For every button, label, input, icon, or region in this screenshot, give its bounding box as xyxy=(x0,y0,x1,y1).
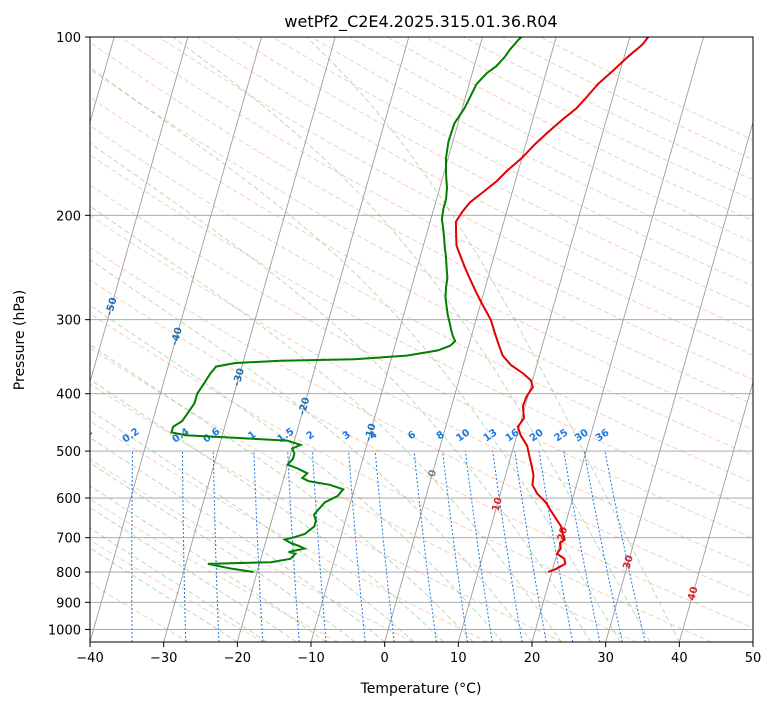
moist-adiabat-line xyxy=(90,66,621,642)
dry-adiabat-line xyxy=(90,184,753,539)
moist-adiabat-line xyxy=(90,437,386,642)
isotherm-label: -70 xyxy=(0,192,2,212)
moist-adiabat-line xyxy=(90,205,562,642)
x-tick-label: 40 xyxy=(671,651,688,666)
y-tick-label: 200 xyxy=(56,209,81,224)
isotherm-line xyxy=(163,37,336,642)
moist-adiabat-line xyxy=(172,37,651,642)
isotherm-line xyxy=(605,120,753,642)
moist-adiabat-line xyxy=(90,409,415,642)
x-tick-label: −10 xyxy=(297,651,324,666)
x-tick-label: 0 xyxy=(381,651,389,666)
y-tick-label: 600 xyxy=(56,492,81,507)
moist-adiabat-line xyxy=(90,506,297,642)
mixing-ratio-label: 0.1 xyxy=(74,426,95,445)
isotherm-label: 30 xyxy=(622,554,636,570)
isotherm-line xyxy=(90,37,189,384)
y-tick-label: 900 xyxy=(56,596,81,611)
y-tick-label: 100 xyxy=(56,31,81,46)
moist-adiabat-line xyxy=(90,304,503,642)
dry-adiabat-line xyxy=(90,420,488,642)
dry-adiabat-line xyxy=(90,41,753,405)
isotherm-label: -50 xyxy=(104,296,120,316)
moist-adiabat-line xyxy=(90,142,592,642)
x-tick-label: 30 xyxy=(597,651,614,666)
y-tick-label: 500 xyxy=(56,445,81,460)
isotherm-label: -60 xyxy=(43,252,59,272)
x-tick-label: −20 xyxy=(224,651,251,666)
mixing-ratio-line xyxy=(442,451,468,642)
isotherm-line xyxy=(90,37,262,642)
x-tick-label: −40 xyxy=(76,651,103,666)
dry-adiabat-line xyxy=(90,279,753,629)
dry-adiabat-line xyxy=(90,347,638,642)
isotherm-line xyxy=(457,37,631,642)
dewpoint-line xyxy=(170,37,523,573)
isotherm-label: 0 xyxy=(427,469,439,479)
plot-background xyxy=(90,37,753,642)
y-tick-label: 800 xyxy=(56,566,81,581)
temperature-line xyxy=(454,37,649,573)
moist-adiabat-line xyxy=(90,344,474,642)
mixing-ratio-line xyxy=(82,451,86,642)
isotherm-line xyxy=(752,640,753,642)
y-tick-label: 400 xyxy=(56,388,81,403)
mixing-ratio-line xyxy=(374,451,395,642)
background-lines xyxy=(82,37,753,642)
x-tick-label: 50 xyxy=(745,651,762,666)
isotherm-line xyxy=(236,37,410,642)
dry-adiabat-line xyxy=(120,37,753,381)
y-tick-label: 300 xyxy=(56,314,81,329)
x-tick-label: 20 xyxy=(524,651,541,666)
mixing-ratio-line xyxy=(563,451,601,642)
mixing-ratio-line xyxy=(514,451,547,642)
isotherm-line xyxy=(531,37,704,642)
dry-adiabat-line xyxy=(90,582,190,642)
dry-adiabat-line xyxy=(90,498,339,642)
isotherm-line xyxy=(310,37,483,642)
mixing-ratio-line xyxy=(604,451,646,642)
y-tick-label: 1000 xyxy=(48,623,81,638)
mixing-ratio-line xyxy=(413,451,437,642)
dry-adiabat-line xyxy=(90,154,753,511)
moist-adiabat-line xyxy=(90,462,356,642)
dry-adiabat-line xyxy=(90,312,712,642)
x-axis-title: Temperature (°C) xyxy=(360,681,482,697)
isotherm-label: -20 xyxy=(297,396,313,416)
moist-adiabat-line xyxy=(90,485,326,642)
mixing-ratio-line xyxy=(312,451,327,642)
plot-frame xyxy=(89,36,754,643)
profile-lines xyxy=(170,37,649,573)
isotherm-label: 10 xyxy=(491,496,505,512)
isotherm-label: -10 xyxy=(363,422,379,442)
chart-title: wetPf2_C2E4.2025.315.01.36.R04 xyxy=(284,12,557,32)
mixing-ratio-line xyxy=(464,451,493,642)
isotherm-line xyxy=(678,380,753,642)
y-tick-label: 700 xyxy=(56,532,81,547)
y-axis-title: Pressure (hPa) xyxy=(12,290,28,390)
isotherm-label: 40 xyxy=(686,585,700,601)
mixing-ratio-line xyxy=(348,451,366,642)
mixing-ratio-line xyxy=(583,451,623,642)
dry-adiabat-line xyxy=(90,383,563,642)
y-axis: 100 200 300 400 500 600 700 800 900 1000 xyxy=(48,31,90,638)
x-axis: −40 −30 −20 −10 0 10 20 30 40 50 xyxy=(76,642,761,666)
dry-adiabat-line xyxy=(90,68,753,431)
x-tick-label: −30 xyxy=(150,651,177,666)
dry-adiabat-line xyxy=(158,37,753,356)
x-tick-label: 10 xyxy=(450,651,467,666)
mixing-ratio-line xyxy=(492,451,523,642)
isotherm-line xyxy=(384,37,557,642)
isotherm-label: -30 xyxy=(231,367,247,387)
isotherm-label: -40 xyxy=(169,326,185,346)
